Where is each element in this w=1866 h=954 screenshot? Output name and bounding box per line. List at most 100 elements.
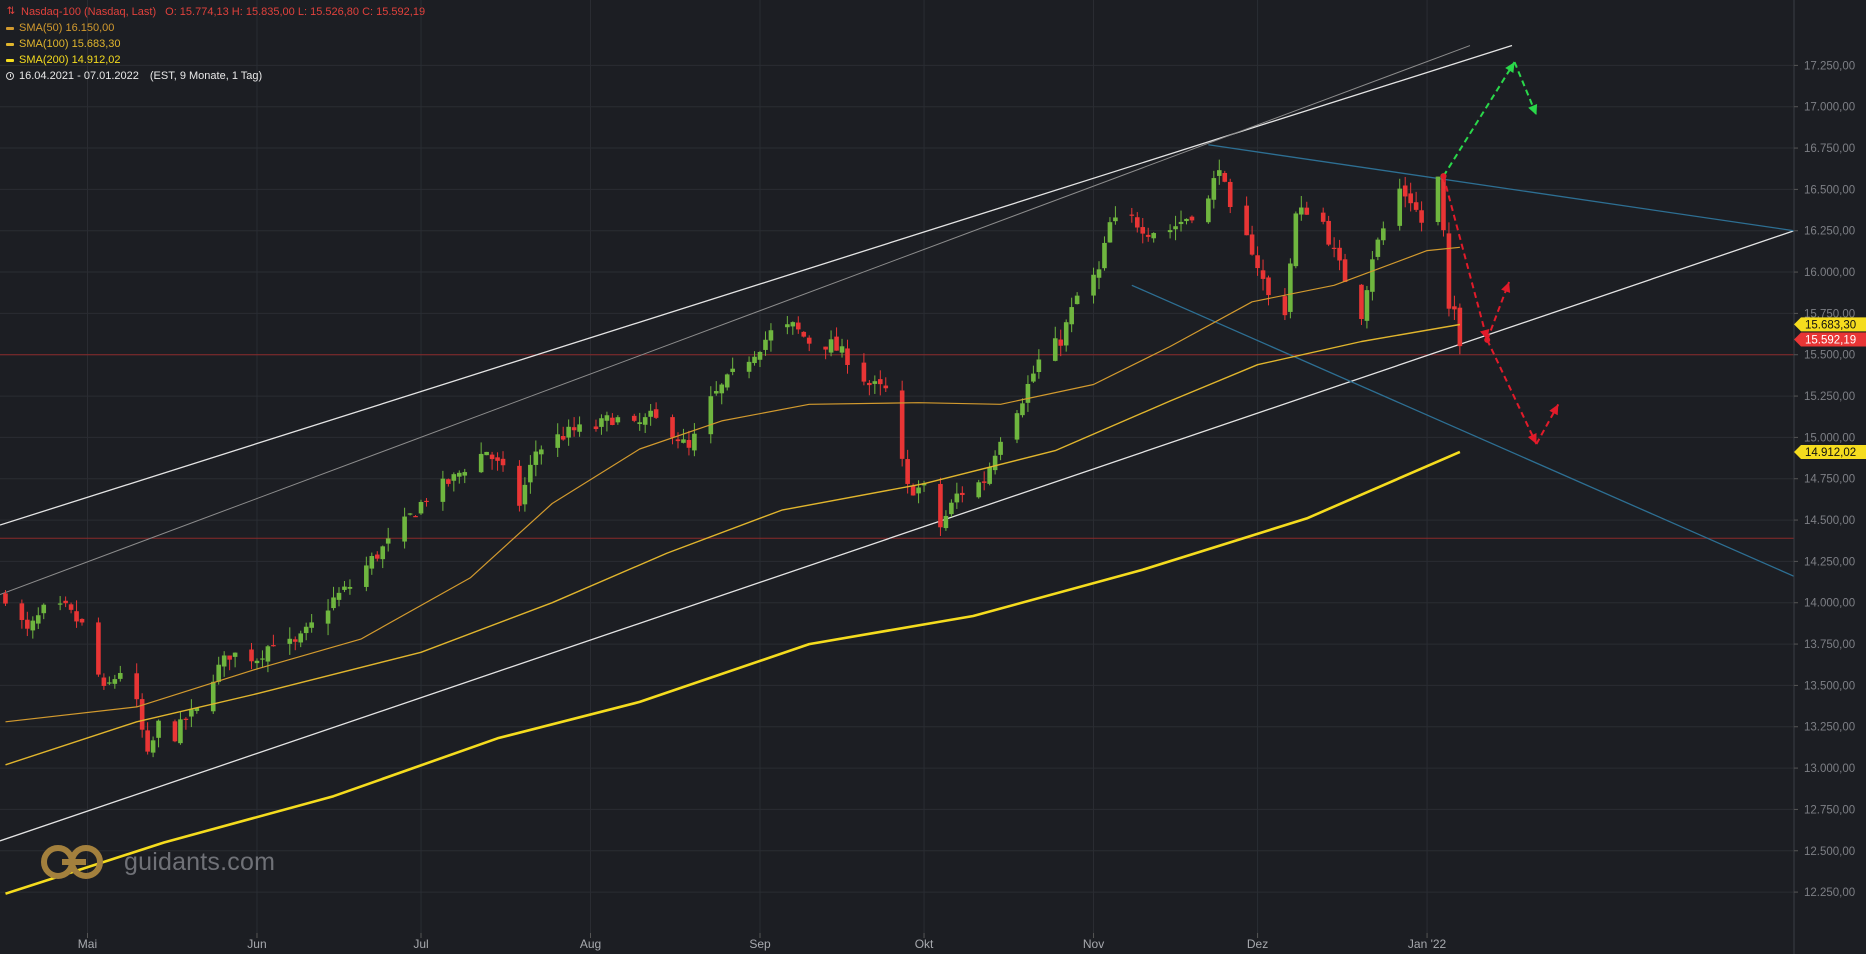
candle xyxy=(172,719,178,743)
candle-body xyxy=(872,381,878,384)
candle xyxy=(232,652,238,668)
candle xyxy=(1293,211,1299,269)
legend-ohlc: O: 15.774,13 H: 15.835,00 L: 15.526,80 C… xyxy=(165,6,426,18)
candle xyxy=(1408,182,1413,212)
candle xyxy=(872,375,878,394)
legend-sma100[interactable]: SMA(100) 15.683,30 xyxy=(6,36,425,52)
price-tag-bg xyxy=(1794,317,1866,332)
candle-body xyxy=(194,707,200,711)
time-axis-label: Jun xyxy=(247,937,266,951)
candle xyxy=(1025,375,1031,412)
candle-body xyxy=(1293,213,1299,267)
candle xyxy=(347,579,353,595)
candle-body xyxy=(57,603,63,605)
candle-body xyxy=(1452,306,1457,310)
candle xyxy=(785,316,790,335)
candle xyxy=(424,498,429,507)
candle xyxy=(1320,207,1326,225)
candle-body xyxy=(1397,188,1403,226)
candle xyxy=(790,321,796,335)
candle xyxy=(1441,175,1446,237)
instrument-icon: ⇅ xyxy=(6,6,16,17)
candles-layer xyxy=(3,159,1463,758)
candle-body xyxy=(440,478,446,502)
watermark: guidants.com xyxy=(38,842,275,882)
candle xyxy=(615,415,621,425)
candle xyxy=(364,556,369,592)
candle xyxy=(1211,170,1217,209)
candle xyxy=(763,331,768,356)
candle xyxy=(1222,170,1228,183)
candle-body xyxy=(981,481,987,483)
candle xyxy=(3,589,8,607)
candle-body xyxy=(1140,227,1146,234)
candle-body xyxy=(96,622,101,675)
candle-body xyxy=(227,655,232,660)
candle xyxy=(500,451,506,472)
candle xyxy=(724,373,730,391)
candle xyxy=(63,596,68,608)
candle-body xyxy=(905,459,910,484)
candle xyxy=(861,353,867,386)
candle xyxy=(1452,295,1457,320)
candle-body xyxy=(610,417,615,425)
candle xyxy=(1359,284,1364,325)
candle xyxy=(1178,210,1184,232)
candle xyxy=(1184,218,1189,225)
candle-body xyxy=(987,467,992,484)
legend-range-text: 16.04.2021 - 07.01.2022 xyxy=(19,70,139,82)
candle-body xyxy=(1107,222,1113,243)
candle xyxy=(686,430,692,456)
candle xyxy=(1107,217,1113,243)
candle-body xyxy=(1441,176,1446,231)
candle xyxy=(413,515,418,518)
candle-body xyxy=(1189,216,1195,221)
scenario-arrow-origin xyxy=(1440,173,1447,180)
candle-body xyxy=(1069,307,1074,325)
chart-legend: ⇅ Nasdaq-100 (Nasdaq, Last) O: 15.774,13… xyxy=(6,4,425,84)
candle xyxy=(35,607,41,629)
candle xyxy=(336,587,342,607)
time-axis-label: Sep xyxy=(749,937,771,951)
candle-body xyxy=(336,592,342,600)
candle xyxy=(943,510,949,531)
candle xyxy=(96,617,101,677)
price-axis-label: 12.750,00 xyxy=(1804,804,1855,816)
candle xyxy=(1113,206,1118,225)
candle xyxy=(1058,329,1064,357)
candle-body xyxy=(954,493,960,503)
candle-body xyxy=(861,362,867,382)
price-axis-label: 13.500,00 xyxy=(1804,680,1855,692)
candle-body xyxy=(517,465,522,506)
candle-body xyxy=(249,649,254,662)
candle-body xyxy=(3,593,8,604)
candle-body xyxy=(451,474,457,481)
candle xyxy=(1337,239,1342,271)
candle xyxy=(1342,253,1348,283)
candle-body xyxy=(834,336,839,351)
time-axis-label: Aug xyxy=(580,937,601,951)
time-axis-label: Jul xyxy=(413,937,428,951)
candle-body xyxy=(1134,217,1140,228)
candle xyxy=(287,627,293,655)
candle xyxy=(1091,267,1096,304)
candle-body xyxy=(292,639,298,642)
price-axis-label: 15.750,00 xyxy=(1804,308,1855,320)
candle xyxy=(560,426,566,441)
price-tag-label: 15.683,30 xyxy=(1805,319,1856,331)
legend-title-row: ⇅ Nasdaq-100 (Nasdaq, Last) O: 15.774,13… xyxy=(6,4,425,20)
candle xyxy=(637,412,643,431)
candle-body xyxy=(943,515,949,529)
sma50-swatch-icon xyxy=(6,26,14,30)
candle xyxy=(41,603,47,620)
price-axis-label: 14.250,00 xyxy=(1804,556,1855,568)
candle-body xyxy=(1375,239,1381,257)
candle xyxy=(101,673,107,690)
legend-sma50[interactable]: SMA(50) 16.150,00 xyxy=(6,20,425,36)
candle xyxy=(1096,261,1102,290)
candle-body xyxy=(631,415,637,421)
candle-body xyxy=(1288,263,1293,312)
candle-body xyxy=(385,538,391,544)
legend-sma200[interactable]: SMA(200) 14.912,02 xyxy=(6,52,425,68)
